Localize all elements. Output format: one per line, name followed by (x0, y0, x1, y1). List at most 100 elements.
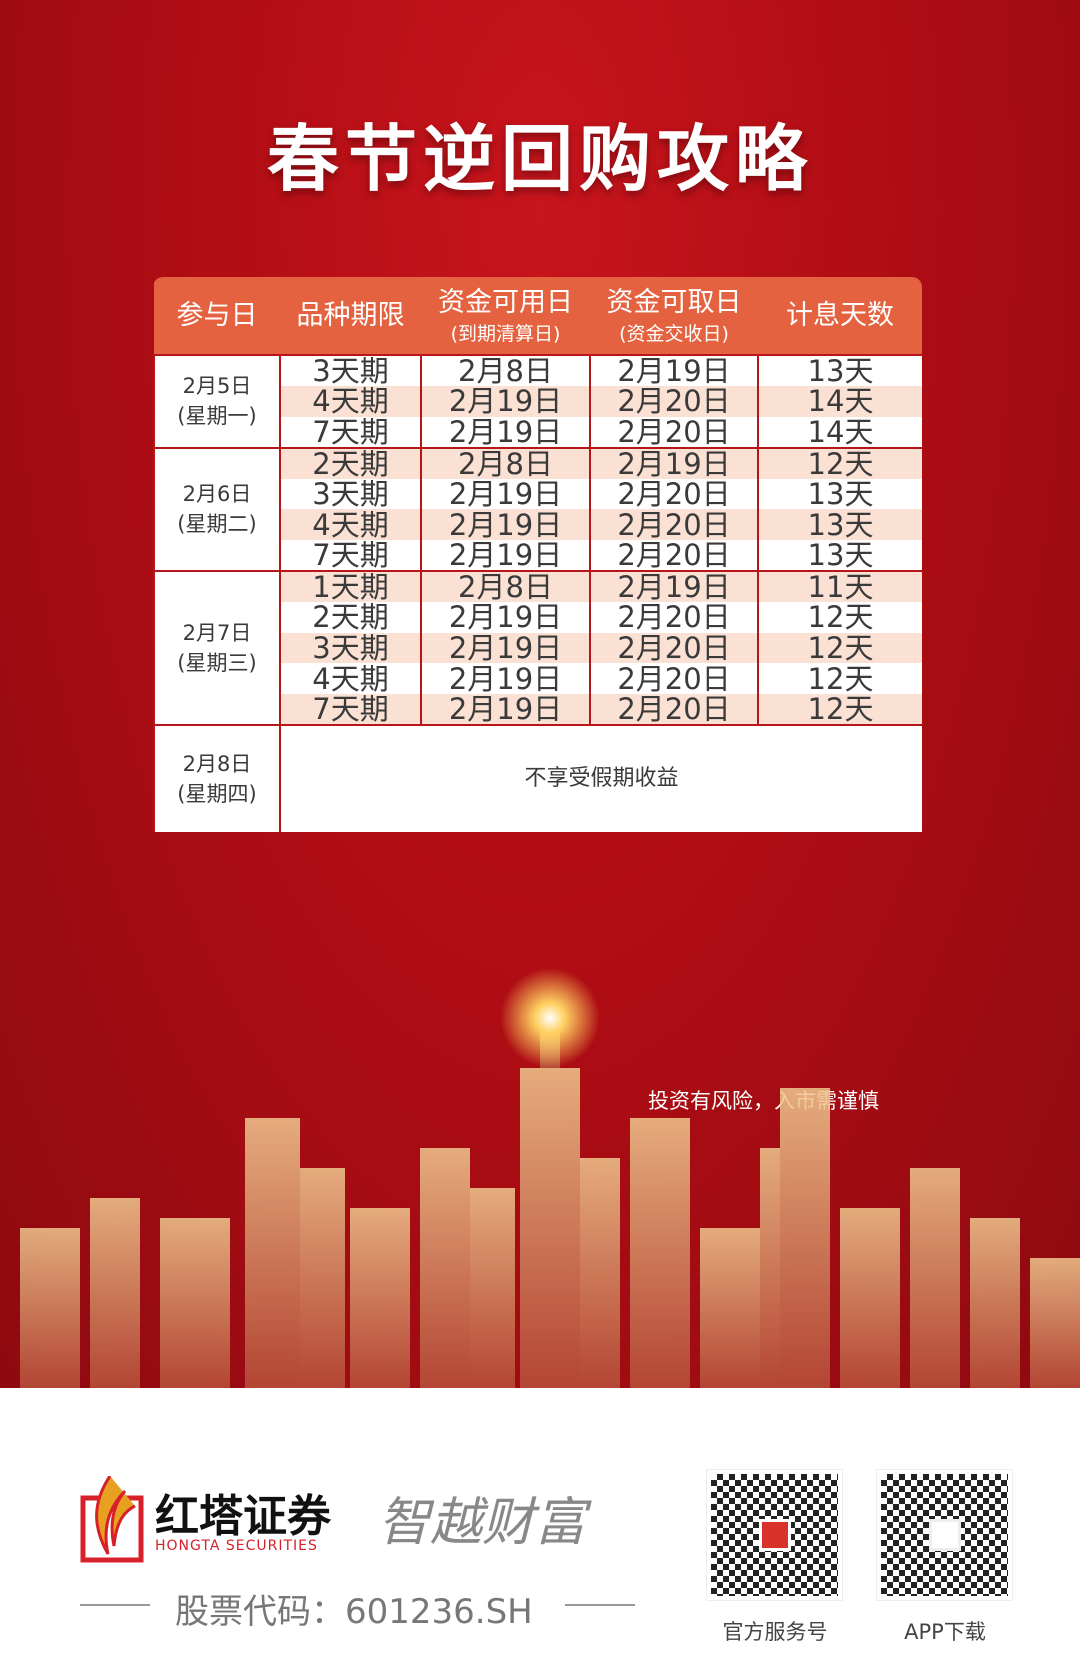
table-cell: 2月20日 (589, 540, 758, 572)
hongta-logo-icon (80, 1476, 144, 1563)
risk-disclaimer: 投资有风险，入市需谨慎 (648, 1089, 879, 1113)
table-cell: 2月20日 (589, 632, 758, 664)
table-cell: 2月19日 (589, 446, 758, 479)
table-cell: 4天期 (279, 509, 421, 541)
table-cell: 2月19日 (420, 663, 590, 695)
participation-date: 2月5日 (星期一) (153, 354, 280, 448)
qr-code-app[interactable] (876, 1469, 1013, 1601)
date: 2月6日 (182, 482, 252, 507)
weekday: (星期三) (177, 651, 257, 676)
table-cell: 3天期 (279, 632, 421, 664)
slogan: 智越财富 (378, 1493, 587, 1553)
table-cell: 2月19日 (420, 416, 590, 448)
table-row: 2月8日 (星期四) 不享受假期收益 (153, 724, 922, 832)
table-cell: 2月19日 (420, 632, 590, 664)
table-cell: 13天 (757, 478, 922, 510)
table-cell: 2月20日 (589, 663, 758, 695)
table-row: 3天期 2月19日 2月20日 12天 (154, 632, 922, 664)
table-row: 7天期 2月19日 2月20日 14天 (154, 416, 922, 448)
date: 2月8日 (182, 751, 252, 776)
weekday: (星期一) (177, 404, 257, 429)
table-cell: 7天期 (279, 416, 421, 448)
column-header: 资金可取日 (资金交收日) (590, 277, 758, 355)
header-label: 品种期限 (296, 299, 405, 331)
table-cell: 1天期 (279, 570, 421, 603)
weekday: (星期四) (177, 781, 257, 806)
table-row: 3天期 2月19日 2月20日 13天 (154, 478, 922, 510)
table-cell: 7天期 (279, 540, 421, 572)
divider (80, 1604, 150, 1606)
qr-code-official[interactable] (706, 1469, 843, 1601)
header-label: 计息天数 (786, 299, 894, 331)
table-cell: 2月19日 (589, 570, 758, 603)
page-title: 春节逆回购攻略 (266, 117, 813, 201)
header-label: 资金可用日 (438, 286, 573, 318)
column-header: 品种期限 (280, 277, 421, 355)
table-cell: 2天期 (279, 446, 421, 479)
table-cell: 2月8日 (420, 570, 590, 603)
brand-english: HONGTA SECURITIES (155, 1538, 318, 1554)
table-cell: 2天期 (279, 602, 421, 633)
table-cell: 2月19日 (420, 694, 590, 726)
table-cell: 12天 (757, 663, 922, 695)
participation-date: 2月8日 (星期四) (153, 724, 280, 832)
table-cell: 2月20日 (589, 478, 758, 510)
table-row: 2天期 2月19日 2月20日 12天 (154, 602, 922, 633)
divider (565, 1604, 635, 1606)
table-cell: 2月19日 (420, 478, 590, 510)
table-cell: 12天 (757, 446, 922, 479)
stock-code: 股票代码：601236.SH (175, 1592, 533, 1632)
table-cell: 12天 (757, 632, 922, 664)
table-cell: 7天期 (279, 694, 421, 726)
table-header: 参与日 品种期限 资金可用日 (到期清算日) 资金可取日 (资金交收日) 计息天数 (154, 277, 922, 355)
table-cell: 12天 (757, 602, 922, 633)
table-cell: 14天 (757, 416, 922, 448)
qr-label-official: 官方服务号 (722, 1620, 828, 1644)
date: 2月5日 (182, 374, 252, 399)
table-cell: 2月19日 (420, 386, 590, 417)
column-header: 参与日 (154, 277, 280, 355)
header-label: 资金可取日 (606, 286, 742, 318)
table-cell: 13天 (757, 354, 922, 386)
table-row: 2月6日 (星期二) 2天期 2月8日 2月19日 12天 (153, 446, 922, 572)
participation-date: 2月6日 (星期二) (153, 446, 280, 572)
table-cell: 4天期 (279, 663, 421, 695)
table-cell: 2月20日 (589, 509, 758, 541)
table-row: 2月7日 (星期三) 1天期 2月8日 2月19日 11天 (153, 570, 922, 726)
footer: 红塔证券 HONGTA SECURITIES 智越财富 股票代码：601236.… (0, 1388, 1080, 1660)
table-cell: 2月8日 (420, 354, 590, 386)
weekday: (星期二) (177, 512, 257, 537)
column-header: 计息天数 (758, 277, 922, 355)
qr-label-app: APP下载 (904, 1620, 986, 1644)
column-header: 资金可用日 (到期清算日) (421, 277, 590, 355)
brand-name: 红塔证券 (155, 1491, 331, 1542)
header-sublabel: (资金交收日) (619, 322, 729, 345)
city-skyline-illustration (20, 968, 1080, 1388)
table-cell: 2月20日 (589, 602, 758, 633)
table-cell: 13天 (757, 509, 922, 541)
table-cell: 2月19日 (420, 602, 590, 633)
table-cell: 3天期 (279, 478, 421, 510)
header-sublabel: (到期清算日) (450, 322, 561, 345)
participation-date: 2月7日 (星期三) (153, 570, 280, 726)
table-cell: 2月19日 (420, 509, 590, 541)
table-row: 2月5日 (星期一) 3天期 2月8日 2月19日 13天 (153, 354, 922, 448)
table-row: 7天期 2月19日 2月20日 13天 (154, 540, 922, 572)
table-cell: 2月20日 (589, 694, 758, 726)
table-cell: 11天 (757, 570, 922, 603)
date: 2月7日 (182, 621, 252, 646)
repo-table: 参与日 品种期限 资金可用日 (到期清算日) 资金可取日 (资金交收日) 计息天数 2月5日… (153, 277, 922, 835)
table-cell: 12天 (757, 694, 922, 726)
table-cell: 4天期 (279, 386, 421, 417)
table-cell: 2月8日 (420, 446, 590, 479)
table-cell: 3天期 (279, 354, 421, 386)
table-row: 7天期 2月19日 2月20日 12天 (154, 694, 922, 726)
table-cell: 14天 (757, 386, 922, 417)
table-cell: 13天 (757, 540, 922, 572)
header-label: 参与日 (176, 299, 258, 331)
poster: 春节逆回购攻略 参与日 品种期限 资金可用日 (到期清算日) 资金可取日 (资金交收日) 计… (0, 0, 1080, 1388)
table-cell: 2月19日 (420, 540, 590, 572)
table-row: 4天期 2月19日 2月20日 12天 (154, 663, 922, 695)
table-row: 4天期 2月19日 2月20日 13天 (154, 509, 922, 541)
table-cell: 2月20日 (589, 386, 758, 417)
